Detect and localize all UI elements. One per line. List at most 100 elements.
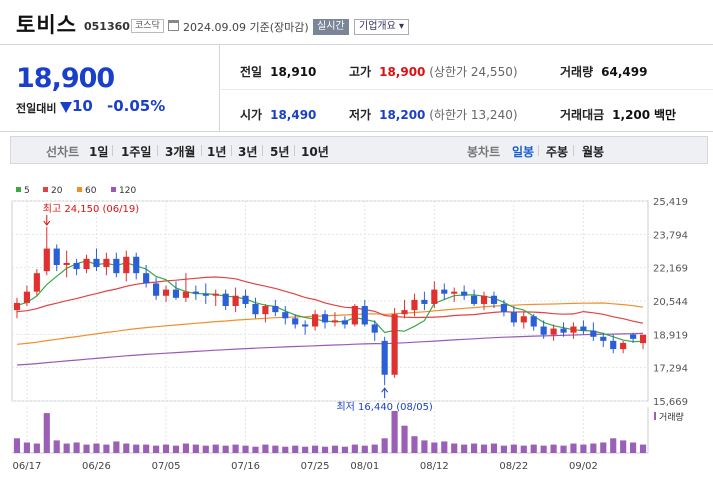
- quote-panel: 18,900 전일대비 10 -0.05% 전일 18,910 고가 18,900 …: [0, 44, 713, 132]
- stock-header: 토비스 051360 코스닥 2024.09.09 기준(장마감) 실시간 기업…: [0, 0, 713, 44]
- down-triangle-icon: [60, 102, 72, 113]
- candle-body: [540, 326, 547, 335]
- legend-swatch-120: [111, 187, 116, 192]
- high-annotation: 최고 24,150 (06/19): [43, 203, 139, 215]
- volume-bar: [153, 445, 160, 453]
- x-tick-label: 07/16: [231, 461, 260, 472]
- candle-body: [490, 295, 498, 304]
- ma20-line: [16, 276, 644, 324]
- candle-body: [73, 262, 80, 270]
- change-label: 전일대비: [16, 102, 57, 115]
- tab-monthly[interactable]: 월봉: [582, 145, 605, 159]
- volume-bar: [351, 444, 358, 453]
- candle-body: [331, 320, 339, 323]
- open-price: 시가 18,490: [240, 108, 317, 122]
- volume-bar: [500, 445, 507, 453]
- candle-body: [560, 328, 567, 333]
- tab-daily[interactable]: 일봉: [512, 145, 535, 159]
- volume-bar: [222, 445, 229, 453]
- stock-name: 토비스: [16, 13, 77, 37]
- y-tick-label: 18,919: [653, 330, 688, 341]
- volume-bar: [331, 445, 339, 453]
- legend-label-60: 60: [85, 186, 97, 196]
- realtime-button[interactable]: 실시간: [313, 19, 349, 35]
- volume-bar: [630, 442, 637, 453]
- volume-bar: [123, 443, 130, 453]
- legend-swatch-5: [16, 187, 21, 192]
- volume-bar: [490, 443, 498, 453]
- candle-body: [252, 303, 259, 315]
- volume-bar: [162, 444, 170, 453]
- tab-3year[interactable]: 3년: [238, 145, 258, 159]
- volume-bar: [73, 442, 80, 453]
- volume-bar: [560, 445, 567, 453]
- x-tick-label: 07/25: [301, 461, 330, 472]
- line-chart-label: 선차트: [46, 145, 80, 159]
- candle-body: [282, 312, 289, 319]
- volume-bar: [421, 440, 428, 453]
- change-value: 10: [72, 97, 93, 115]
- y-tick-label: 23,794: [653, 230, 688, 241]
- tab-1year[interactable]: 1년: [207, 145, 227, 159]
- candle-body: [600, 336, 607, 341]
- candle-body: [63, 262, 70, 265]
- tab-10year[interactable]: 10년: [301, 145, 329, 159]
- y-tick-label: 17,294: [653, 364, 688, 375]
- tab-3month[interactable]: 3개월: [165, 145, 196, 159]
- volume-bar: [451, 443, 458, 453]
- legend-swatch-60: [77, 187, 82, 192]
- candle-body: [222, 293, 229, 307]
- volume-bar: [232, 444, 239, 453]
- current-price-box: 18,900 전일대비 10 -0.05%: [0, 45, 220, 132]
- quote-divider: [221, 89, 713, 90]
- tab-1week[interactable]: 1주일: [121, 145, 152, 159]
- candle-body: [83, 258, 90, 270]
- volume-bar: [620, 440, 627, 453]
- candle-body: [570, 326, 577, 333]
- low-arrow-head: [381, 387, 389, 393]
- candle-body: [441, 289, 448, 294]
- candle-body: [182, 291, 189, 298]
- volume-bar: [361, 445, 368, 453]
- candle-body: [421, 299, 428, 304]
- candle-body: [33, 273, 40, 292]
- candlestick-chart[interactable]: 5 20 60 120 25,419 23,794 22,169 20,544 18,919 17…: [0, 180, 713, 478]
- candle-body: [620, 342, 627, 350]
- y-tick-label: 20,544: [653, 297, 688, 308]
- volume-bar: [580, 444, 587, 453]
- tab-1day[interactable]: 1일: [89, 145, 109, 159]
- candle-body: [212, 293, 219, 296]
- volume-bar: [471, 443, 478, 453]
- candle-body: [391, 314, 398, 375]
- company-info-dropdown[interactable]: 기업개요 ▾: [354, 19, 409, 35]
- volume-label: 거래량: [659, 411, 684, 423]
- volume-bar: [63, 443, 70, 453]
- volume-bar: [262, 444, 269, 453]
- volume-bar: [441, 441, 448, 453]
- candle-body: [321, 314, 329, 323]
- candle-body: [500, 303, 507, 313]
- volume-bar: [282, 446, 289, 453]
- volume-bar: [510, 444, 517, 453]
- tab-5year[interactable]: 5년: [270, 145, 290, 159]
- candle-body: [381, 340, 388, 375]
- candle-body: [401, 310, 408, 315]
- volume-bar: [480, 444, 488, 453]
- ma5-line: [16, 260, 644, 343]
- candle-body: [590, 330, 597, 337]
- x-tick-label: 07/05: [152, 461, 181, 472]
- y-tick-label: 15,669: [653, 397, 688, 408]
- volume-bar: [192, 444, 199, 453]
- volume-bar: [391, 411, 398, 453]
- volume-bar: [83, 444, 90, 453]
- legend-label-120: 120: [119, 186, 136, 196]
- tab-weekly[interactable]: 주봉: [546, 145, 569, 159]
- calendar-icon: [168, 20, 179, 31]
- candle-body: [43, 248, 50, 272]
- legend-swatch-20: [43, 187, 48, 192]
- volume-bar: [143, 444, 150, 453]
- candle-body: [510, 312, 517, 323]
- volume-bar: [461, 444, 468, 453]
- day-high: 고가 18,900 (상한가 24,550): [349, 65, 518, 79]
- volume-bar: [93, 443, 100, 453]
